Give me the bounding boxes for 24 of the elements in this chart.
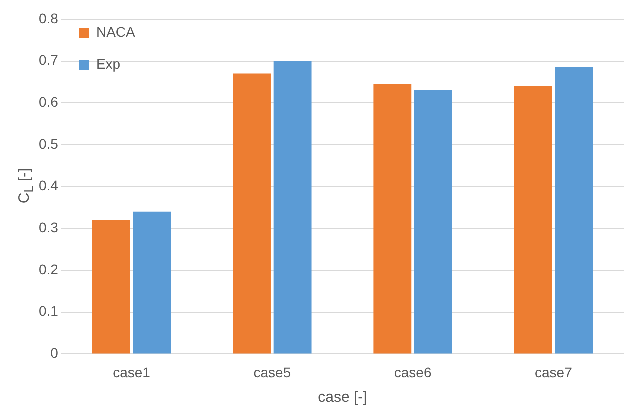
bar	[414, 90, 452, 354]
bar	[555, 68, 594, 354]
bar	[233, 74, 271, 354]
x-tick-label: case1	[113, 364, 151, 380]
y-tick-label: 0.6	[38, 94, 59, 110]
y-tick-label: 0.1	[38, 303, 59, 320]
y-tick-label: 0.5	[38, 136, 59, 152]
legend-label: Exp	[96, 56, 121, 72]
x-axis-title: case [-]	[318, 389, 368, 406]
bar	[514, 86, 552, 354]
y-tick-label: 0	[50, 345, 59, 362]
bar	[374, 84, 412, 354]
x-tick-label: case7	[535, 364, 573, 380]
bar	[92, 220, 130, 354]
bar	[133, 212, 172, 354]
x-tick-label: case6	[394, 364, 432, 380]
bar	[274, 61, 312, 354]
x-tick-label: case5	[254, 364, 292, 380]
y-tick-label: 0.3	[38, 220, 59, 236]
y-tick-label: 0.2	[38, 261, 59, 278]
y-tick-label: 0.8	[38, 10, 59, 26]
y-tick-label: 0.4	[38, 178, 59, 194]
y-tick-label: 0.7	[38, 52, 59, 68]
legend-label: NACA	[96, 24, 136, 40]
